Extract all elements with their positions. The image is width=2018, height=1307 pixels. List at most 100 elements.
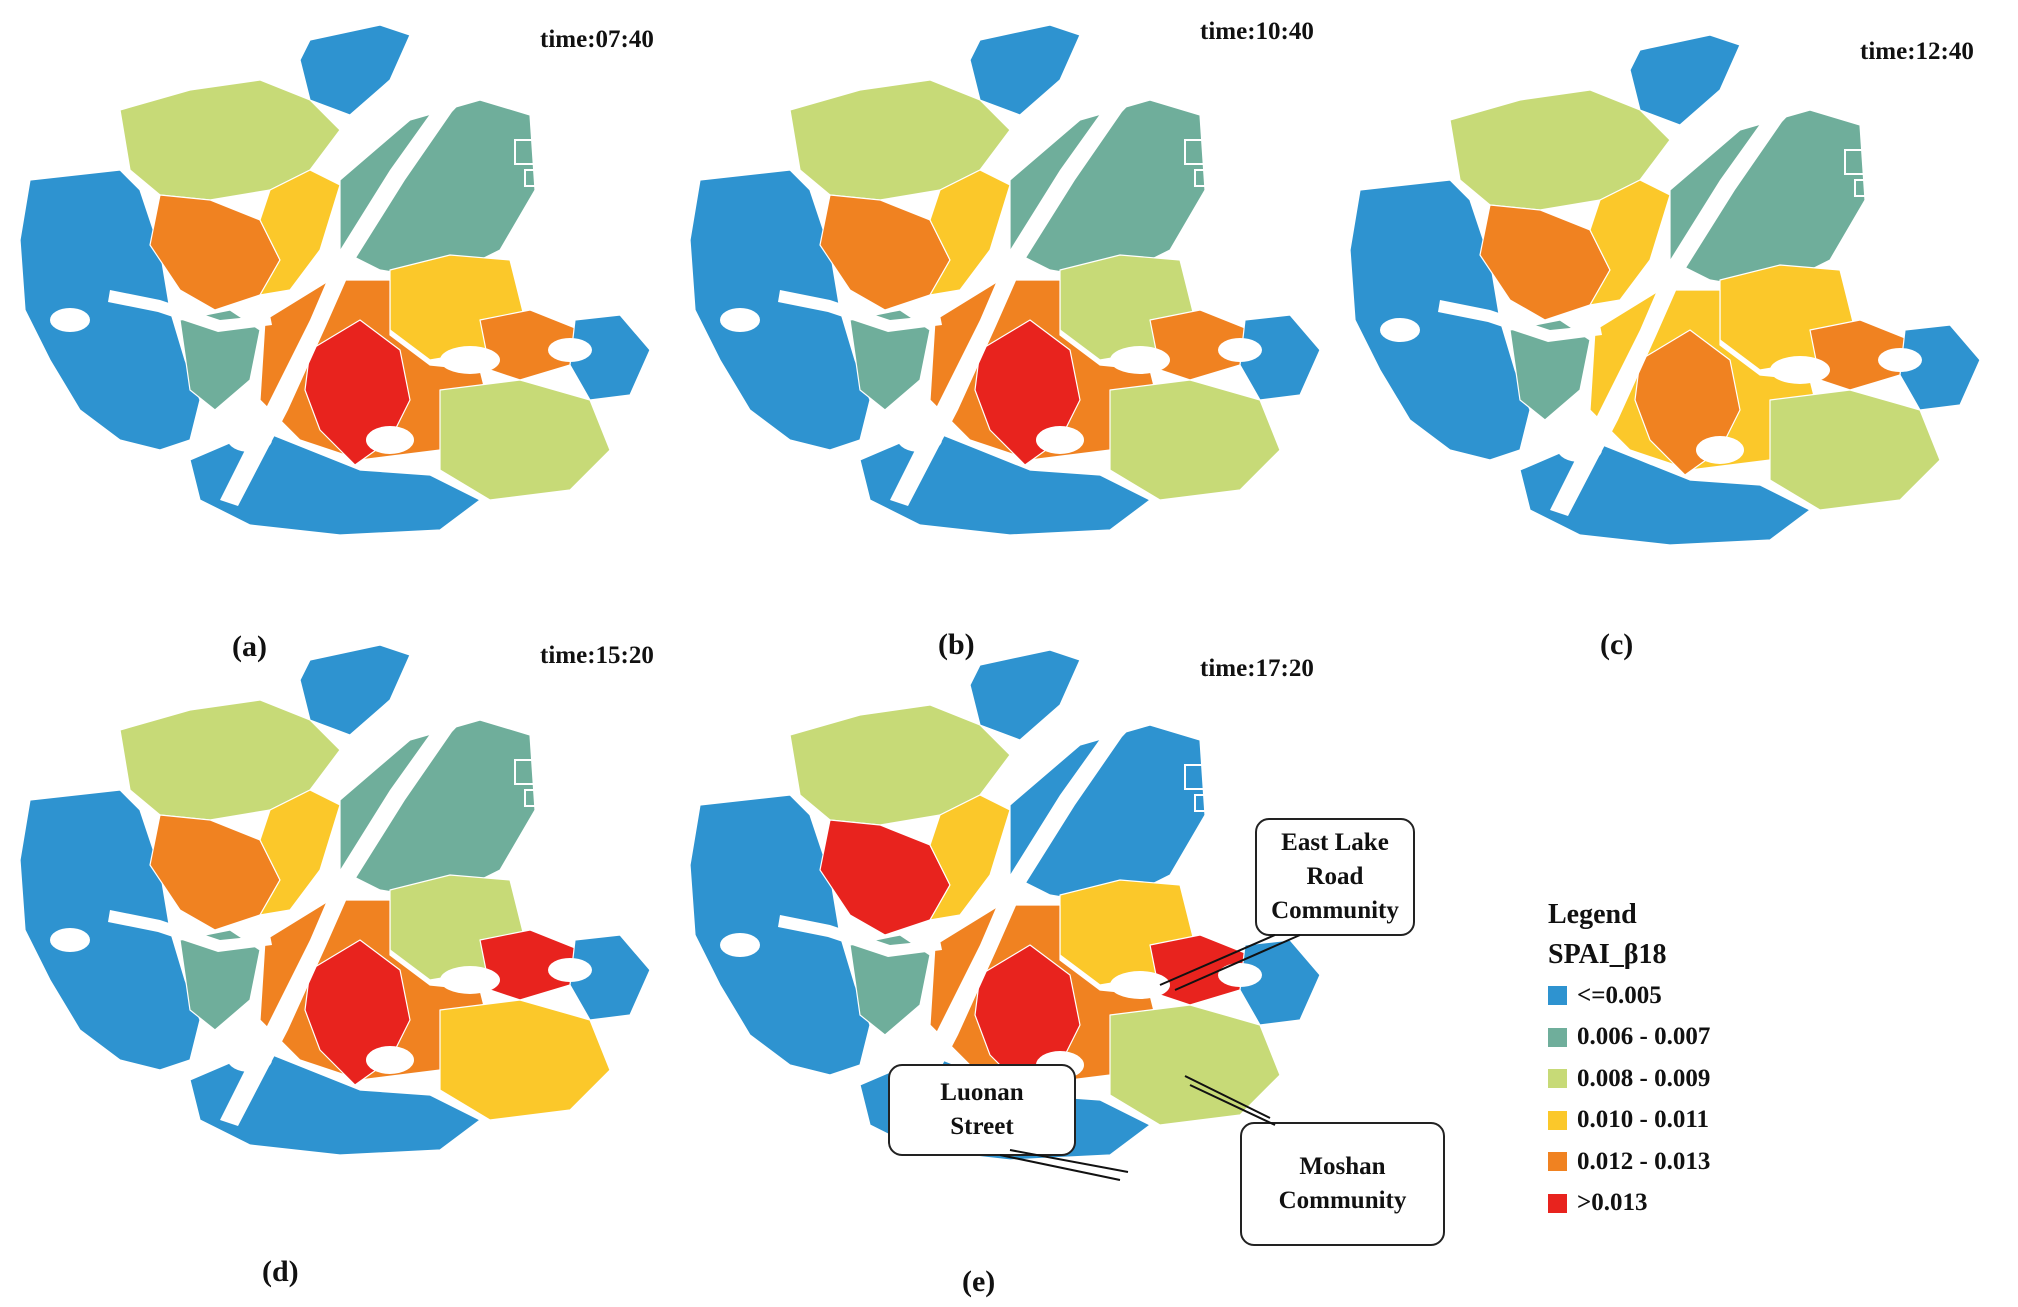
grid-block <box>1194 794 1218 812</box>
map-district-south-east <box>1769 389 1941 511</box>
map-district-south-east <box>439 999 611 1121</box>
map-district-upstream <box>969 24 1081 116</box>
legend-label: 0.012 - 0.013 <box>1577 1147 1711 1175</box>
han-river <box>108 290 272 332</box>
map-district-far-east <box>1899 324 1981 411</box>
legend-field: SPAI_β18 <box>1548 939 1667 970</box>
lake <box>228 1048 272 1072</box>
legend-swatch <box>1548 1027 1567 1047</box>
lake <box>1218 338 1262 362</box>
callout-line: East Lake <box>1281 829 1389 856</box>
yangtze-river <box>220 60 490 506</box>
map-district-hankou-core <box>819 194 951 311</box>
panel-time-a: time:07:40 <box>540 26 654 53</box>
lake <box>50 928 90 952</box>
lake <box>1110 971 1170 999</box>
map-panel-d <box>10 640 670 1160</box>
map-legend: Legend SPAI_β18 <=0.005 0.006 - 0.007 0.00… <box>1548 895 1848 1224</box>
grid-block <box>1194 169 1218 187</box>
panel-time-e: time:17:20 <box>1200 655 1314 682</box>
map-district-west-core <box>259 169 341 296</box>
lake <box>440 966 500 994</box>
legend-swatch <box>1548 1110 1567 1130</box>
legend-label: >0.013 <box>1577 1189 1648 1217</box>
panel-time-d: time:15:20 <box>540 642 654 669</box>
lake <box>228 428 272 452</box>
lake <box>1380 318 1420 342</box>
choropleth-map <box>19 24 651 536</box>
callout-line: Moshan <box>1299 1153 1386 1180</box>
lake <box>1218 963 1262 987</box>
legend-title: Legend <box>1548 899 1637 930</box>
lake <box>720 933 760 957</box>
map-district-hanyang <box>849 934 931 1036</box>
legend-swatch <box>1548 1069 1567 1089</box>
callout-east-lake-road-community: East Lake Road Community <box>1255 818 1415 936</box>
grid-block <box>524 789 548 807</box>
legend-item: 0.006 - 0.007 <box>1548 1017 1848 1059</box>
yangtze-river <box>1550 70 1820 516</box>
map-district-far-east <box>569 314 651 401</box>
callout-moshan-community: Moshan Community <box>1240 1122 1445 1246</box>
legend-label: 0.006 - 0.007 <box>1577 1023 1711 1051</box>
map-district-south-east <box>1109 379 1281 501</box>
lake <box>548 958 592 982</box>
han-river <box>1438 300 1602 342</box>
map-district-hankou-core <box>1479 204 1611 321</box>
panel-time-b: time:10:40 <box>1200 18 1314 45</box>
callout-line: Community <box>1278 1187 1407 1214</box>
grid-block <box>1854 179 1878 197</box>
map-district-far-east <box>1239 314 1321 401</box>
map-panel-c <box>1340 30 2000 550</box>
lake <box>1558 438 1602 462</box>
lake <box>720 308 760 332</box>
legend-swatch <box>1548 986 1567 1006</box>
map-district-hanyang <box>179 929 261 1031</box>
choropleth-map <box>1349 34 1981 546</box>
map-district-hankou-core <box>819 819 951 936</box>
map-district-upstream <box>1629 34 1741 126</box>
lake <box>1110 346 1170 374</box>
legend-label: <=0.005 <box>1577 981 1662 1009</box>
grid-block <box>1184 764 1214 790</box>
legend-swatch <box>1548 1193 1567 1213</box>
map-district-far-east <box>569 934 651 1021</box>
panel-time-c: time:12:40 <box>1860 38 1974 65</box>
lake <box>548 338 592 362</box>
grid-block <box>514 759 544 785</box>
lake <box>366 426 414 454</box>
legend-item: 0.012 - 0.013 <box>1548 1141 1848 1183</box>
legend-item: 0.010 - 0.011 <box>1548 1100 1848 1142</box>
choropleth-map <box>19 644 651 1156</box>
lake <box>366 1046 414 1074</box>
map-district-upstream <box>299 24 411 116</box>
yangtze-river <box>890 685 1160 1131</box>
map-district-upstream <box>969 649 1081 741</box>
lake <box>1878 348 1922 372</box>
map-district-west-core <box>1589 179 1671 306</box>
lake <box>898 428 942 452</box>
grid-block <box>524 169 548 187</box>
legend-swatch <box>1548 1152 1567 1172</box>
callout-line: Street <box>950 1113 1014 1140</box>
panel-label-b: (b) <box>938 628 975 661</box>
map-district-west-core <box>929 169 1011 296</box>
map-district-hanyang <box>849 309 931 411</box>
panel-label-e: (e) <box>962 1265 996 1298</box>
grid-block <box>514 139 544 165</box>
panel-label-a: (a) <box>232 630 267 663</box>
map-district-hanyang <box>179 309 261 411</box>
grid-block <box>1844 149 1874 175</box>
map-panel-a <box>10 20 670 540</box>
yangtze-river <box>890 60 1160 506</box>
choropleth-map <box>689 24 1321 536</box>
map-district-west-core <box>259 789 341 916</box>
map-district-hankou-core <box>149 814 281 931</box>
lake <box>1696 436 1744 464</box>
lake <box>440 346 500 374</box>
lake <box>1770 356 1830 384</box>
han-river <box>778 290 942 332</box>
map-district-upstream <box>299 644 411 736</box>
map-district-south-east <box>439 379 611 501</box>
han-river <box>778 915 942 957</box>
